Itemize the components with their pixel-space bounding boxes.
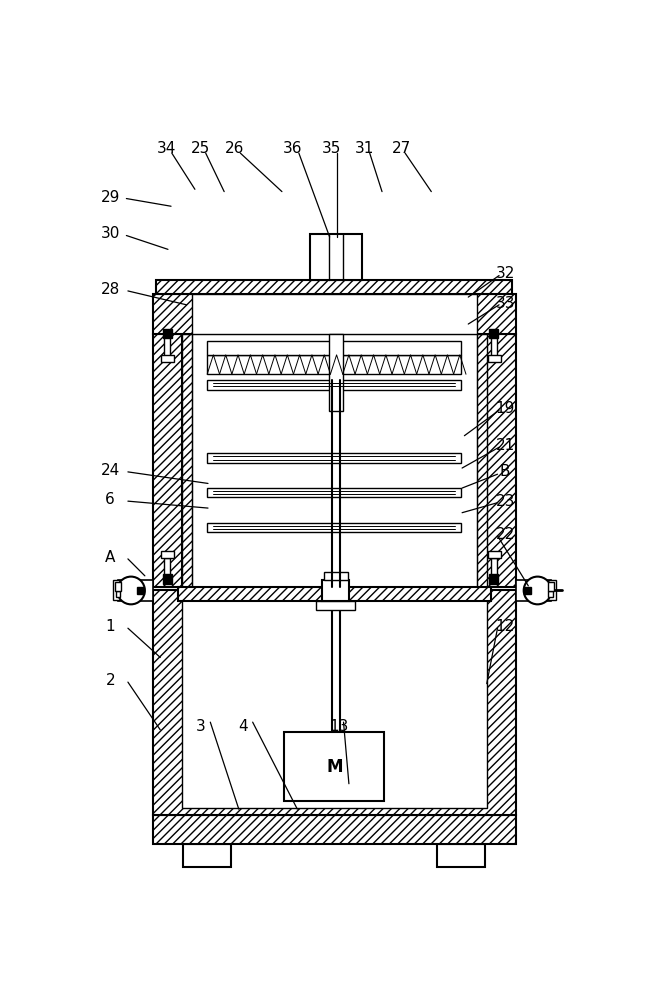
Bar bbox=[207, 488, 461, 497]
Text: 33: 33 bbox=[496, 296, 515, 311]
Bar bbox=[153, 590, 516, 815]
Text: M: M bbox=[326, 758, 343, 776]
Bar bbox=[207, 523, 461, 532]
Bar bbox=[477, 334, 486, 587]
Bar bbox=[161, 551, 174, 558]
Bar bbox=[488, 551, 501, 558]
Text: 24: 24 bbox=[101, 463, 120, 478]
Bar bbox=[153, 815, 516, 844]
Text: 21: 21 bbox=[496, 438, 515, 453]
Text: 3: 3 bbox=[195, 719, 205, 734]
Bar bbox=[161, 355, 174, 362]
Bar bbox=[182, 334, 192, 587]
Text: 1: 1 bbox=[105, 619, 115, 634]
Bar bbox=[284, 732, 385, 801]
Bar bbox=[490, 558, 497, 574]
Bar bbox=[488, 355, 501, 362]
Bar bbox=[115, 582, 121, 591]
Text: 30: 30 bbox=[101, 226, 120, 241]
Bar bbox=[207, 453, 461, 463]
Bar bbox=[153, 294, 516, 334]
Circle shape bbox=[524, 577, 551, 604]
Text: 25: 25 bbox=[191, 141, 210, 156]
Bar bbox=[329, 334, 343, 411]
Bar bbox=[112, 580, 120, 600]
Bar bbox=[490, 338, 497, 356]
Text: 2: 2 bbox=[105, 673, 115, 688]
Text: B: B bbox=[500, 464, 511, 479]
Bar bbox=[489, 329, 498, 338]
Text: 27: 27 bbox=[392, 141, 411, 156]
Bar bbox=[548, 582, 554, 591]
Bar bbox=[163, 574, 172, 584]
Text: 35: 35 bbox=[323, 141, 342, 156]
Text: 28: 28 bbox=[101, 282, 120, 297]
Text: 29: 29 bbox=[101, 190, 120, 205]
Bar bbox=[489, 574, 498, 584]
Bar bbox=[157, 280, 512, 294]
Bar bbox=[192, 294, 477, 334]
Text: 36: 36 bbox=[283, 141, 302, 156]
Bar bbox=[438, 844, 485, 867]
Text: 31: 31 bbox=[355, 141, 374, 156]
Bar bbox=[153, 334, 182, 587]
Bar bbox=[207, 355, 461, 374]
Bar bbox=[524, 587, 532, 594]
Text: 12: 12 bbox=[496, 619, 515, 634]
Bar bbox=[516, 580, 550, 601]
Bar bbox=[183, 844, 231, 867]
Bar bbox=[323, 580, 349, 601]
Bar bbox=[182, 590, 486, 808]
Text: 22: 22 bbox=[496, 527, 515, 542]
Bar bbox=[310, 234, 362, 280]
Text: 26: 26 bbox=[225, 141, 245, 156]
Bar bbox=[486, 334, 516, 587]
Text: 6: 6 bbox=[105, 492, 115, 507]
Text: 32: 32 bbox=[496, 266, 515, 282]
Text: 19: 19 bbox=[496, 401, 515, 416]
Circle shape bbox=[117, 577, 145, 604]
Bar bbox=[178, 587, 490, 601]
Text: 4: 4 bbox=[238, 719, 248, 734]
Bar bbox=[207, 341, 461, 355]
Bar bbox=[549, 591, 553, 597]
Bar bbox=[163, 329, 172, 338]
Text: 34: 34 bbox=[157, 141, 176, 156]
Bar bbox=[316, 601, 355, 610]
Bar bbox=[118, 580, 153, 601]
Bar bbox=[324, 572, 348, 580]
Text: 23: 23 bbox=[496, 494, 515, 509]
Bar bbox=[549, 580, 556, 600]
Bar bbox=[164, 338, 170, 356]
Bar bbox=[116, 591, 120, 597]
Bar bbox=[137, 587, 144, 594]
Bar bbox=[207, 380, 461, 389]
Text: 13: 13 bbox=[329, 719, 349, 734]
Text: A: A bbox=[105, 550, 116, 565]
Bar bbox=[164, 558, 170, 574]
